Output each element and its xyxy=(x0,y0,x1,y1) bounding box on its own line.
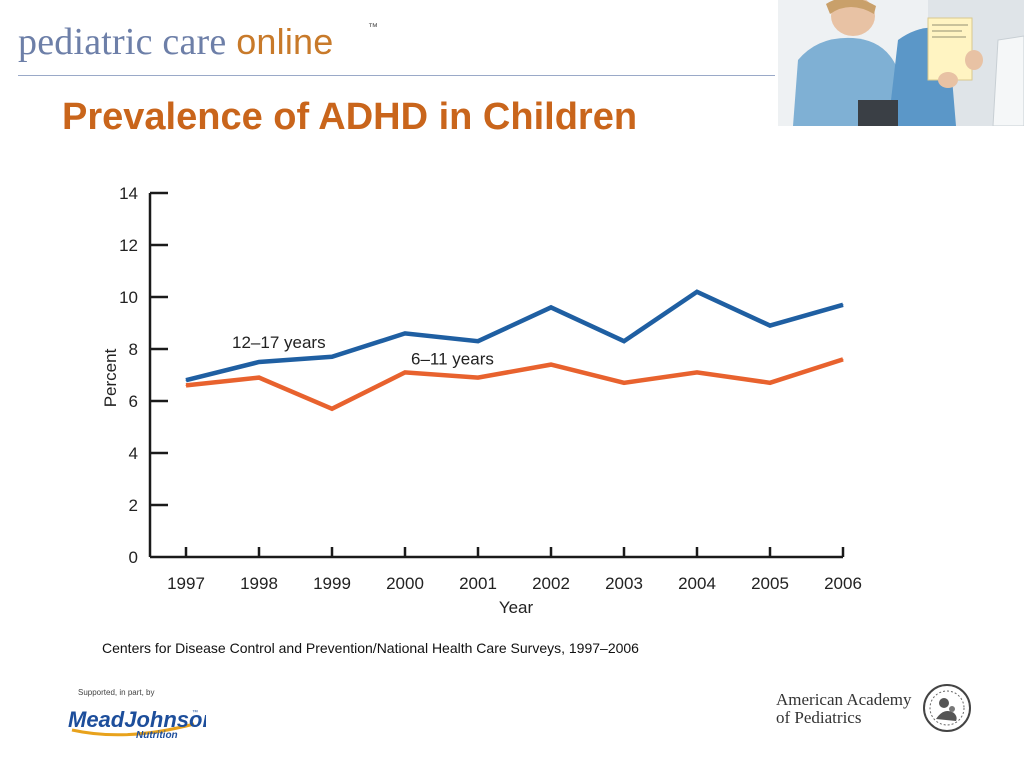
x-tick-label: 1997 xyxy=(167,574,205,593)
series-line-age-12-17 xyxy=(185,289,844,383)
data-point xyxy=(842,358,844,360)
data-point xyxy=(404,332,406,334)
data-point xyxy=(331,356,333,358)
sponsor-subtitle: Nutrition xyxy=(136,730,178,741)
y-tick-label: 2 xyxy=(129,496,138,515)
chart-axes xyxy=(148,191,845,559)
chart-text: 0 2 4 6 8 10 12 14 1997 1998 1999 2000 2001 2002 2003 2… xyxy=(101,184,862,617)
supported-by-label: Supported, in part, by xyxy=(78,688,155,697)
y-tick-label: 6 xyxy=(129,392,138,411)
header-divider xyxy=(18,75,775,76)
series-label-age-6-11: 6–11 years xyxy=(411,349,494,368)
slide-title: Prevalence of ADHD in Children xyxy=(62,96,638,138)
data-point xyxy=(185,384,187,386)
x-tick-label: 2004 xyxy=(678,574,716,593)
data-point xyxy=(404,371,406,373)
data-point xyxy=(623,340,625,342)
y-tick-label: 0 xyxy=(129,548,138,567)
x-tick-label: 2001 xyxy=(459,574,497,593)
y-tick-label: 8 xyxy=(129,340,138,359)
sponsor-name: MeadJohnson xyxy=(68,707,206,732)
data-point xyxy=(258,361,260,363)
y-tick-label: 10 xyxy=(119,288,138,307)
aap-seal-icon xyxy=(922,683,972,738)
x-axis-title: Year xyxy=(499,598,534,617)
data-point xyxy=(550,364,552,366)
x-tick-label: 1999 xyxy=(313,574,351,593)
data-point xyxy=(623,382,625,384)
data-point xyxy=(550,306,552,308)
x-tick-label: 2000 xyxy=(386,574,424,593)
data-point xyxy=(696,291,698,293)
aap-line-2: of Pediatrics xyxy=(776,708,862,727)
x-tick-label: 2003 xyxy=(605,574,643,593)
x-tick-label: 1998 xyxy=(240,574,278,593)
data-point xyxy=(477,340,479,342)
x-tick-label: 2006 xyxy=(824,574,862,593)
brand-word-online: online xyxy=(236,21,334,62)
series-line-age-6-11 xyxy=(185,357,844,412)
data-point xyxy=(769,382,771,384)
data-point xyxy=(331,408,333,410)
brand-word-pediatric-care: pediatric care xyxy=(18,21,237,63)
series-label-age-12-17: 12–17 years xyxy=(232,333,326,352)
y-tick-label: 4 xyxy=(129,444,138,463)
y-tick-label: 14 xyxy=(119,184,138,203)
data-point xyxy=(696,371,698,373)
mead-johnson-logo: MeadJohnson Nutrition ™ xyxy=(66,700,216,747)
brand-logo: pediatric care online ™ xyxy=(18,20,378,64)
y-axis-title: Percent xyxy=(101,348,120,407)
trademark-mark: ™ xyxy=(368,22,379,33)
aap-line-1: American Academy xyxy=(776,690,912,709)
sponsor-tm: ™ xyxy=(192,709,198,716)
y-tick-label: 12 xyxy=(119,236,138,255)
data-point xyxy=(258,377,260,379)
data-source-note: Centers for Disease Control and Preventi… xyxy=(102,640,639,656)
x-tick-label: 2002 xyxy=(532,574,570,593)
data-point xyxy=(769,325,771,327)
aap-wordmark: American Academy of Pediatrics xyxy=(776,691,911,727)
data-point xyxy=(842,304,844,306)
header-photo xyxy=(778,0,1024,126)
data-point xyxy=(185,379,187,381)
x-tick-label: 2005 xyxy=(751,574,789,593)
data-point xyxy=(477,377,479,379)
chart-series xyxy=(185,289,844,412)
